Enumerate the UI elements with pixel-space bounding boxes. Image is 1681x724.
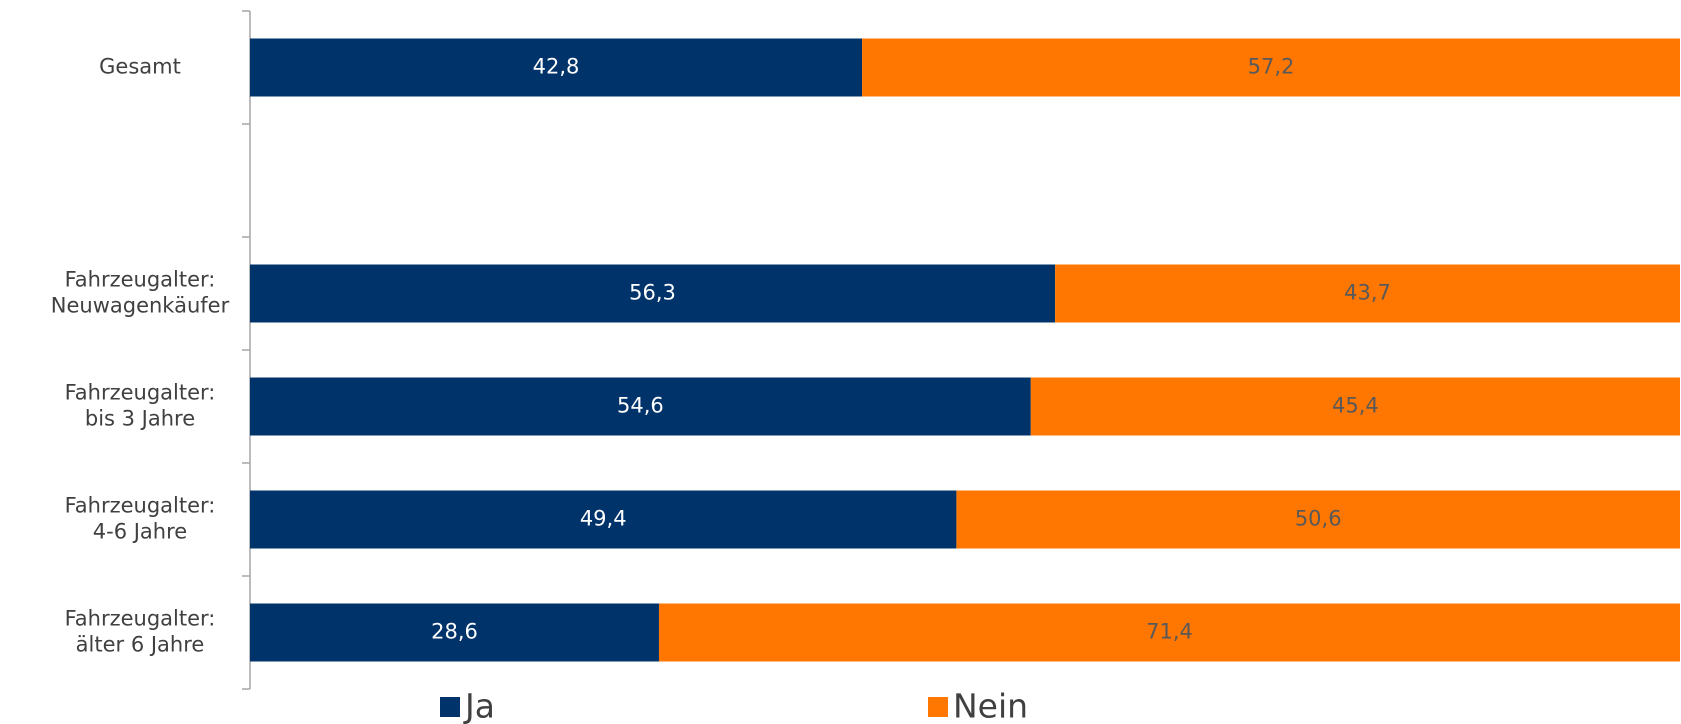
bar-segment	[658, 603, 1680, 662]
data-label: 56,3	[629, 281, 676, 305]
bar-segment	[250, 264, 1056, 323]
legend-label: Nein	[953, 687, 1028, 724]
legend-label: Ja	[463, 687, 495, 724]
bar-segment	[250, 38, 863, 97]
bar-segment	[1030, 377, 1680, 436]
data-label: 28,6	[431, 620, 478, 644]
data-label: 42,8	[533, 55, 580, 79]
data-label: 45,4	[1332, 394, 1379, 418]
data-label: 50,6	[1295, 507, 1342, 531]
bar-segment	[250, 377, 1031, 436]
category-label: Fahrzeugalter: bis 3 Jahre	[65, 381, 216, 431]
bar-segment	[956, 490, 1680, 549]
bar-segment	[250, 490, 957, 549]
category-label: Fahrzeugalter: Neuwagenkäufer	[51, 268, 230, 318]
legend-swatch	[928, 697, 948, 717]
data-label: 71,4	[1146, 620, 1193, 644]
bar-segment	[862, 38, 1680, 97]
bar-segment	[1055, 264, 1680, 323]
category-label: Gesamt	[99, 55, 181, 79]
data-label: 49,4	[580, 507, 627, 531]
data-label: 57,2	[1248, 55, 1295, 79]
category-label: Fahrzeugalter: älter 6 Jahre	[65, 607, 216, 657]
legend-swatch	[440, 697, 460, 717]
data-label: 43,7	[1344, 281, 1391, 305]
data-label: 54,6	[617, 394, 664, 418]
category-label: Fahrzeugalter: 4-6 Jahre	[65, 494, 216, 544]
bar-segment	[250, 603, 659, 662]
